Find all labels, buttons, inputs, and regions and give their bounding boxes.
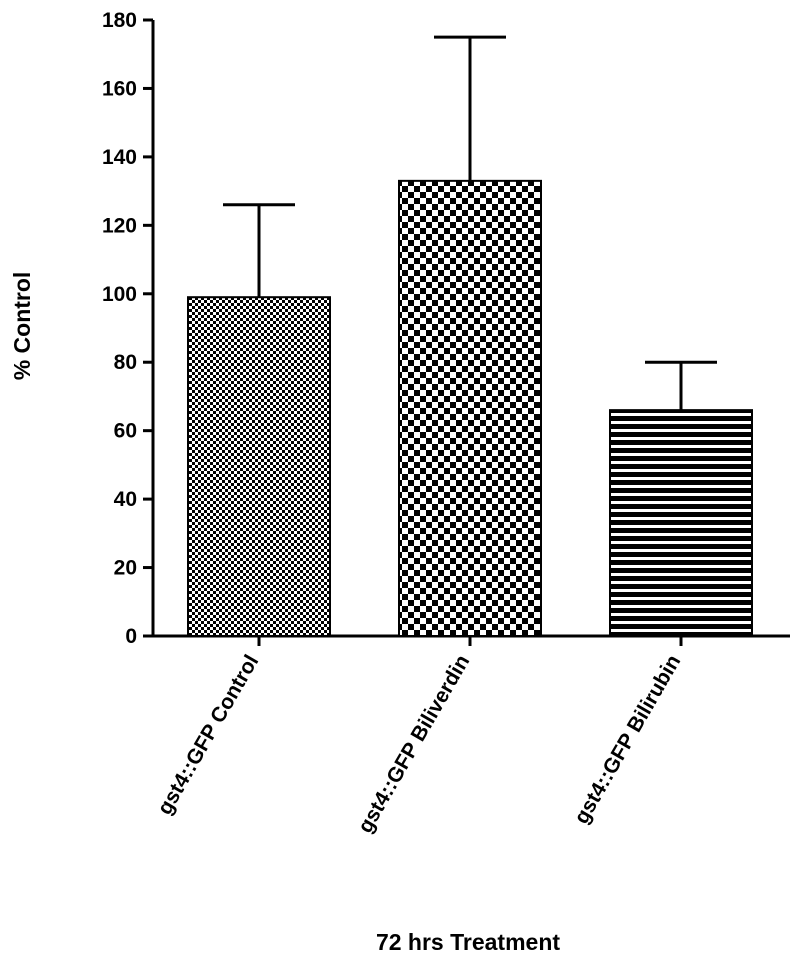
y-tick-label: 0 — [125, 625, 137, 648]
x-category-label: gst4::GFP Control — [153, 651, 263, 819]
y-tick-label: 40 — [114, 488, 137, 511]
x-category-label: gst4::GFP Biliverdin — [354, 651, 475, 837]
y-tick-label: 60 — [114, 420, 137, 443]
bar — [609, 409, 753, 637]
bar — [398, 179, 542, 637]
x-category-label: gst4::GFP Bilirubin — [570, 651, 685, 828]
y-tick-label: 100 — [102, 283, 137, 306]
bar — [187, 296, 331, 637]
y-tick-label: 20 — [114, 557, 137, 580]
y-tick-label: 180 — [102, 9, 137, 32]
x-axis-title: 72 hrs Treatment — [376, 929, 560, 955]
y-tick-label: 80 — [114, 351, 137, 374]
y-tick-label: 140 — [102, 146, 137, 169]
y-axis-title: % Control — [9, 272, 35, 381]
y-tick-label: 120 — [102, 214, 137, 237]
y-tick-label: 160 — [102, 77, 137, 100]
